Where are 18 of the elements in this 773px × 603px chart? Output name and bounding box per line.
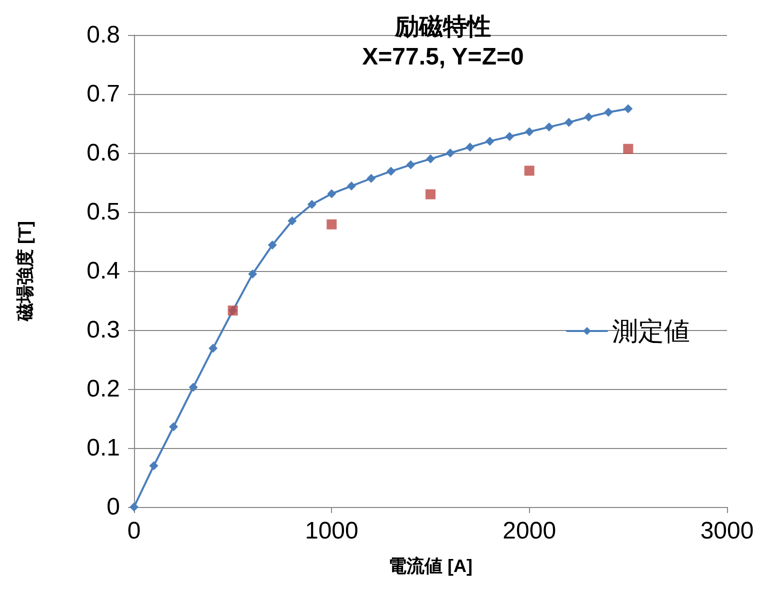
y-axis-title: 磁場強度 [T] xyxy=(15,221,35,322)
legend-label: 測定値 xyxy=(612,316,690,346)
y-tick-label: 0.5 xyxy=(86,198,120,226)
y-tick-label: 0.8 xyxy=(86,22,120,48)
y-tick-label: 0.4 xyxy=(86,258,120,284)
y-tick-label: 0 xyxy=(106,494,120,520)
x-tick-label: 3000 xyxy=(700,518,754,544)
chart-title: 励磁特性 xyxy=(394,14,491,40)
x-tick-label: 2000 xyxy=(502,518,556,544)
x-tick-label: 1000 xyxy=(304,518,358,544)
chart-subtitle: X=77.5, Y=Z=0 xyxy=(362,44,524,70)
x-tick-label: 0 xyxy=(127,518,141,544)
x-axis-title: 電流値 [A] xyxy=(388,556,472,576)
y-tick-label: 0.1 xyxy=(86,434,120,462)
y-tick-label: 0.3 xyxy=(86,316,120,344)
y-tick-label: 0.6 xyxy=(86,140,120,166)
y-tick-label: 0.2 xyxy=(86,376,120,402)
y-tick-label: 0.7 xyxy=(86,80,120,108)
